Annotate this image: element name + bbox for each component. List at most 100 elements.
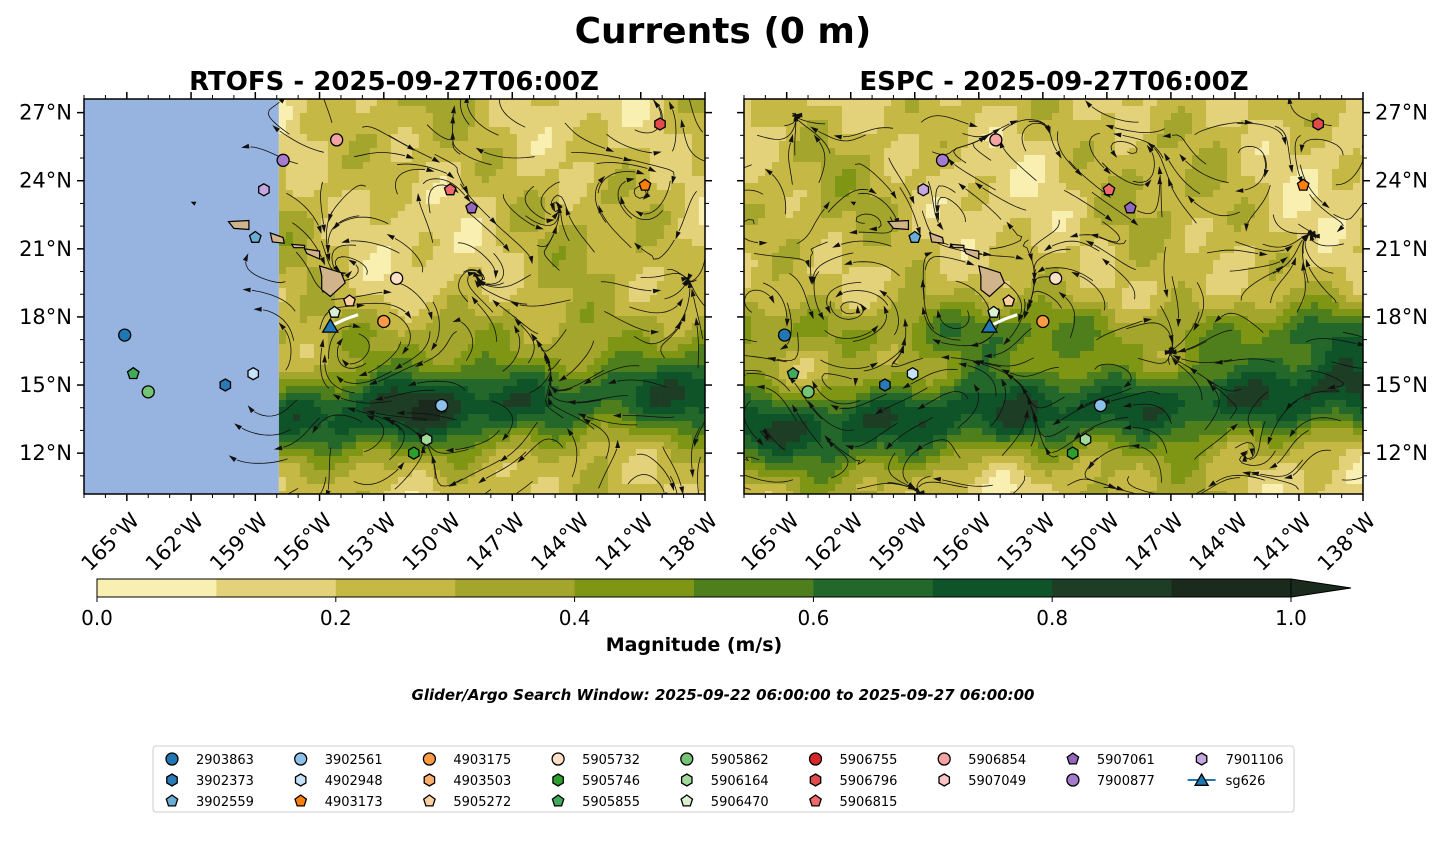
speed-cell bbox=[432, 134, 441, 142]
speed-cell bbox=[404, 302, 413, 310]
speed-cell bbox=[807, 204, 815, 212]
stream-arrow bbox=[416, 193, 422, 202]
speed-cell bbox=[772, 442, 780, 450]
speed-cell bbox=[320, 190, 329, 198]
speed-cell bbox=[404, 253, 413, 261]
speed-cell bbox=[425, 99, 434, 107]
speed-cell bbox=[558, 197, 567, 205]
speed-cell bbox=[404, 428, 413, 436]
speed-cell bbox=[558, 106, 567, 114]
speed-cell bbox=[313, 162, 322, 170]
x-tick-label: 156°W bbox=[269, 508, 337, 576]
speed-cell bbox=[460, 470, 469, 478]
speed-cell bbox=[765, 400, 773, 408]
stream-arrow bbox=[671, 175, 677, 185]
speed-cell bbox=[670, 148, 679, 156]
speed-cell bbox=[579, 365, 588, 373]
speed-cell bbox=[635, 484, 644, 492]
speed-cell bbox=[383, 351, 392, 359]
speed-cell bbox=[698, 176, 705, 184]
speed-cell bbox=[495, 176, 504, 184]
streamline bbox=[486, 252, 504, 285]
speed-cell bbox=[446, 477, 455, 485]
speed-cell bbox=[292, 358, 301, 366]
speed-cell bbox=[849, 253, 857, 261]
speed-cell bbox=[628, 113, 637, 121]
speed-cell bbox=[670, 337, 679, 345]
speed-cell bbox=[656, 204, 665, 212]
speed-cell bbox=[551, 197, 560, 205]
speed-cell bbox=[439, 456, 448, 464]
speed-cell bbox=[460, 288, 469, 296]
speed-cell bbox=[355, 463, 364, 471]
speed-cell bbox=[684, 211, 693, 219]
speed-cell bbox=[369, 330, 378, 338]
speed-cell bbox=[516, 302, 525, 310]
speed-cell bbox=[369, 246, 378, 254]
speed-cell bbox=[586, 323, 595, 331]
speed-cell bbox=[488, 295, 497, 303]
speed-cell bbox=[786, 106, 794, 114]
speed-cell bbox=[800, 281, 808, 289]
speed-cell bbox=[614, 379, 623, 387]
speed-cell bbox=[446, 288, 455, 296]
speed-cell bbox=[446, 134, 455, 142]
speed-cell bbox=[411, 365, 420, 373]
speed-cell bbox=[460, 463, 469, 471]
speed-cell bbox=[628, 428, 637, 436]
speed-cell bbox=[835, 162, 843, 170]
speed-cell bbox=[453, 484, 462, 492]
speed-cell bbox=[786, 379, 794, 387]
speed-cell bbox=[779, 456, 787, 464]
speed-cell bbox=[278, 330, 287, 338]
speed-cell bbox=[292, 442, 301, 450]
speed-cell bbox=[292, 351, 301, 359]
speed-cell bbox=[558, 127, 567, 135]
speed-cell bbox=[313, 204, 322, 212]
speed-cell bbox=[348, 393, 357, 401]
speed-cell bbox=[460, 442, 469, 450]
speed-cell bbox=[411, 211, 420, 219]
speed-cell bbox=[600, 365, 609, 373]
speed-cell bbox=[842, 225, 850, 233]
speed-cell bbox=[397, 190, 406, 198]
speed-cell bbox=[684, 372, 693, 380]
speed-cell bbox=[488, 463, 497, 471]
speed-cell bbox=[285, 414, 294, 422]
speed-cell bbox=[607, 239, 616, 247]
speed-cell bbox=[751, 379, 759, 387]
speed-cell bbox=[306, 239, 315, 247]
speed-cell bbox=[800, 414, 808, 422]
stream-arrow bbox=[567, 400, 576, 405]
speed-cell bbox=[821, 442, 829, 450]
speed-cell bbox=[593, 148, 602, 156]
speed-cell bbox=[572, 463, 581, 471]
speed-cell bbox=[404, 281, 413, 289]
speed-cell bbox=[369, 197, 378, 205]
speed-cell bbox=[691, 260, 700, 268]
speed-cell bbox=[397, 225, 406, 233]
speed-cell bbox=[299, 337, 308, 345]
streamline bbox=[594, 182, 607, 223]
speed-cell bbox=[292, 155, 301, 163]
speed-cell bbox=[383, 211, 392, 219]
speed-cell bbox=[814, 288, 822, 296]
speed-cell bbox=[397, 491, 406, 494]
speed-cell bbox=[779, 386, 787, 394]
speed-cell bbox=[765, 316, 773, 324]
speed-cell bbox=[863, 379, 871, 387]
speed-cell bbox=[628, 120, 637, 128]
streamline bbox=[529, 360, 552, 394]
speed-cell bbox=[579, 393, 588, 401]
speed-cell bbox=[842, 407, 850, 415]
streamline bbox=[432, 301, 440, 344]
speed-cell bbox=[460, 323, 469, 331]
speed-cell bbox=[621, 449, 630, 457]
speed-cell bbox=[481, 225, 490, 233]
stream-arrow bbox=[247, 405, 255, 414]
speed-cell bbox=[446, 127, 455, 135]
speed-cell bbox=[320, 218, 329, 226]
speed-cell bbox=[530, 449, 539, 457]
speed-cell bbox=[453, 190, 462, 198]
speed-cell bbox=[376, 190, 385, 198]
